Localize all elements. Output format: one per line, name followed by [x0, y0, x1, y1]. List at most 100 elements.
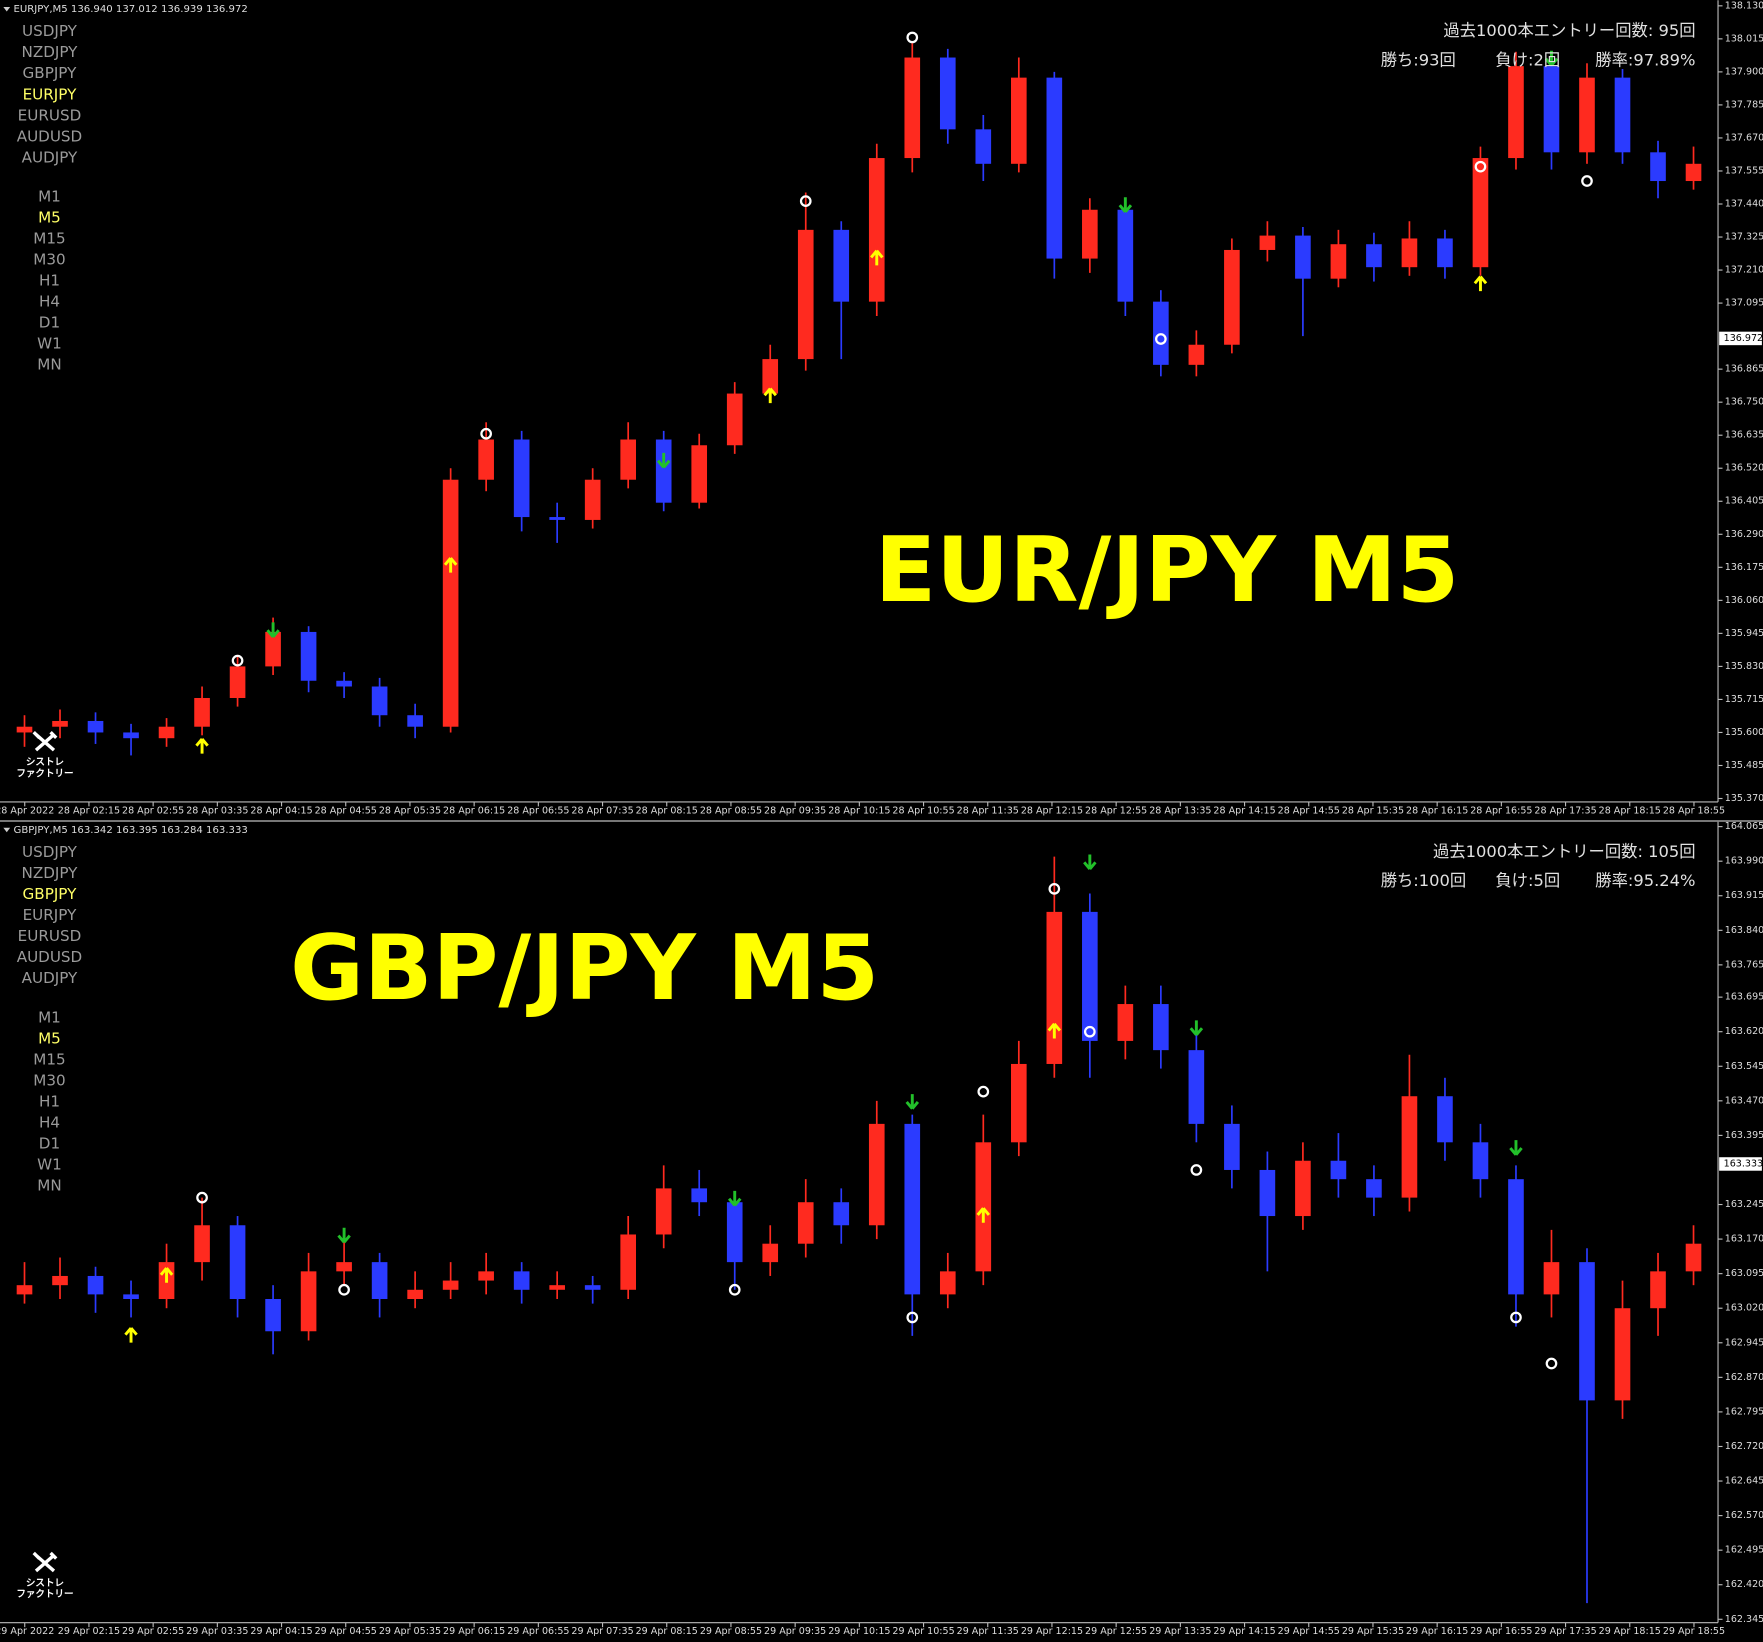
y-tick-label: 163.395 — [1725, 1130, 1763, 1141]
symbol-button[interactable]: AUDUSD — [17, 948, 83, 966]
symbol-button[interactable]: NZDJPY — [22, 43, 79, 61]
buy-arrow — [124, 1327, 138, 1343]
candle-body — [1472, 158, 1489, 268]
candle-body — [371, 686, 388, 716]
exit-circle — [231, 654, 244, 667]
candle-body — [1366, 244, 1382, 268]
timeframe-button[interactable]: H1 — [39, 272, 60, 290]
timeframe-button[interactable]: M1 — [38, 187, 61, 205]
y-tick-label: 137.900 — [1725, 66, 1763, 77]
symbol-button[interactable]: AUDUSD — [17, 127, 83, 145]
y-tick-label: 163.840 — [1725, 925, 1763, 936]
y-tick-label: 135.830 — [1725, 661, 1763, 672]
buy-arrow — [1473, 275, 1488, 292]
candle-body — [762, 359, 779, 394]
x-tick-label: 28 Apr 16:15 — [1406, 805, 1468, 816]
stats-losses: 負け:5回 — [1495, 871, 1560, 890]
candle-body — [1614, 1308, 1631, 1401]
symbol-button[interactable]: EURJPY — [23, 906, 77, 924]
candle-body — [407, 715, 423, 727]
timeframe-button[interactable]: MN — [37, 356, 61, 374]
candle-body — [1188, 1050, 1205, 1124]
x-tick-label: 29 Apr 08:55 — [700, 1626, 762, 1637]
candle-body — [904, 57, 921, 159]
candle-body — [442, 1280, 459, 1290]
buy-arrow — [1047, 1022, 1062, 1039]
x-tick-label: 28 Apr 02:55 — [122, 805, 184, 816]
candle-body — [1650, 152, 1666, 182]
candle-body — [1259, 1169, 1276, 1217]
y-tick-label: 162.870 — [1725, 1372, 1763, 1383]
candle-body — [1188, 344, 1205, 365]
candle-body — [1685, 1243, 1702, 1272]
stats-wins: 勝ち:93回 — [1381, 50, 1456, 69]
y-tick-label: 163.245 — [1725, 1199, 1763, 1210]
x-tick-label: 28 Apr 16:55 — [1470, 805, 1532, 816]
timeframe-button[interactable]: D1 — [39, 1134, 60, 1152]
candle-body — [300, 631, 317, 681]
timeframe-button[interactable]: M15 — [33, 230, 65, 248]
symbol-button[interactable]: NZDJPY — [22, 864, 79, 882]
candle-body — [1082, 911, 1098, 1041]
x-tick-label: 28 Apr 06:55 — [507, 805, 569, 816]
timeframe-button[interactable]: M15 — [33, 1050, 65, 1068]
exit-circle — [1190, 1164, 1203, 1176]
x-tick-label: 28 Apr 10:55 — [892, 805, 954, 816]
current-price-label: 163.333 — [1724, 1158, 1763, 1169]
candle-body — [16, 1285, 33, 1295]
timeframe-button[interactable]: W1 — [37, 335, 62, 353]
candle-body — [1650, 1271, 1666, 1309]
timeframe-button[interactable]: H4 — [39, 1113, 60, 1131]
y-tick-label: 163.620 — [1725, 1026, 1763, 1037]
timeframe-button[interactable]: M30 — [33, 1071, 65, 1089]
candle-body — [1295, 235, 1311, 279]
candle-body — [1330, 244, 1347, 279]
candle-body — [1011, 1063, 1027, 1143]
x-tick-label: 28 Apr 02:15 — [58, 805, 120, 816]
x-tick-label: 28 Apr 17:35 — [1534, 805, 1596, 816]
timeframe-button[interactable]: M1 — [38, 1008, 61, 1026]
candle-body — [939, 57, 956, 130]
candle-body — [1366, 1179, 1382, 1198]
x-tick-label: 29 Apr 18:15 — [1599, 1626, 1661, 1637]
timeframe-button[interactable]: MN — [37, 1176, 61, 1194]
y-tick-label: 163.545 — [1725, 1061, 1763, 1072]
y-tick-label: 163.020 — [1725, 1303, 1763, 1314]
candle-body — [1685, 163, 1702, 182]
candle-body — [868, 158, 885, 302]
candle-body — [1614, 77, 1631, 153]
symbol-button[interactable]: GBPJPY — [23, 885, 78, 903]
timeframe-button[interactable]: H1 — [39, 1092, 60, 1110]
timeframe-button[interactable]: M5 — [38, 1029, 61, 1047]
candle-body — [52, 1275, 68, 1286]
current-price-box — [1719, 331, 1762, 346]
candle-body — [407, 1289, 423, 1300]
x-tick-label: 29 Apr 05:35 — [379, 1626, 441, 1637]
candle-body — [336, 1262, 352, 1272]
header-triangle — [3, 6, 11, 12]
sell-arrow — [1083, 854, 1097, 870]
timeframe-button[interactable]: W1 — [37, 1155, 62, 1173]
exit-circle — [799, 195, 812, 207]
symbol-button[interactable]: AUDJPY — [22, 148, 78, 166]
symbol-button[interactable]: EURJPY — [23, 85, 77, 103]
symbol-button[interactable]: EURUSD — [18, 927, 82, 945]
sell-arrow — [905, 1094, 920, 1110]
timeframe-button[interactable]: D1 — [39, 314, 60, 332]
symbol-button[interactable]: USDJPY — [22, 22, 78, 40]
candle-body — [1046, 911, 1063, 1064]
header-triangle — [3, 827, 11, 833]
candle-body — [229, 666, 246, 698]
timeframe-button[interactable]: H4 — [39, 293, 60, 311]
x-tick-label: 29 Apr 04:15 — [250, 1626, 312, 1637]
timeframe-button[interactable]: M5 — [38, 209, 61, 227]
x-tick-label: 29 Apr 10:55 — [892, 1626, 954, 1637]
candle-body — [265, 631, 281, 667]
timeframe-button[interactable]: M30 — [33, 251, 65, 269]
candle-body — [194, 1225, 210, 1263]
symbol-button[interactable]: USDJPY — [22, 843, 78, 861]
candle-body — [1508, 1179, 1524, 1295]
symbol-button[interactable]: AUDJPY — [22, 969, 78, 987]
symbol-button[interactable]: EURUSD — [18, 106, 82, 124]
symbol-button[interactable]: GBPJPY — [23, 64, 78, 82]
